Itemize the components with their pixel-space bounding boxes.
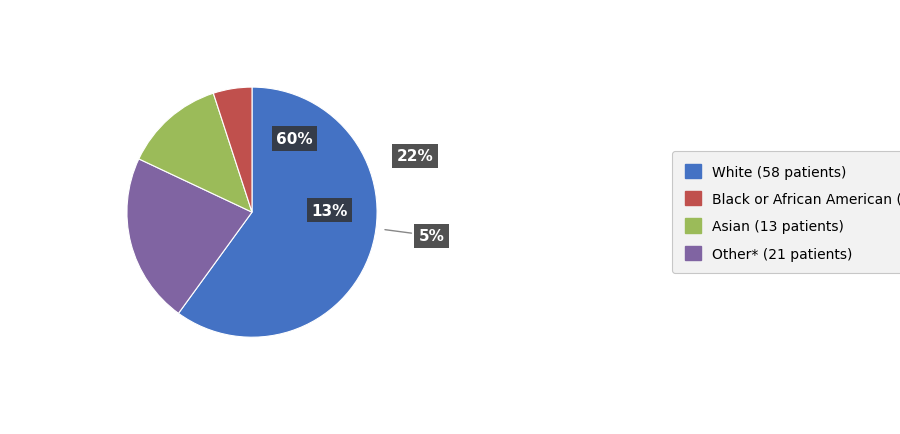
Wedge shape <box>178 88 377 337</box>
Wedge shape <box>139 94 252 213</box>
Wedge shape <box>127 160 252 314</box>
Legend: White (58 patients), Black or African American (5 patients), Asian (13 patients): White (58 patients), Black or African Am… <box>672 152 900 273</box>
Text: 5%: 5% <box>385 229 445 244</box>
Text: 60%: 60% <box>276 132 313 147</box>
Text: 22%: 22% <box>397 149 434 164</box>
Wedge shape <box>213 88 252 213</box>
Text: 13%: 13% <box>311 203 347 218</box>
